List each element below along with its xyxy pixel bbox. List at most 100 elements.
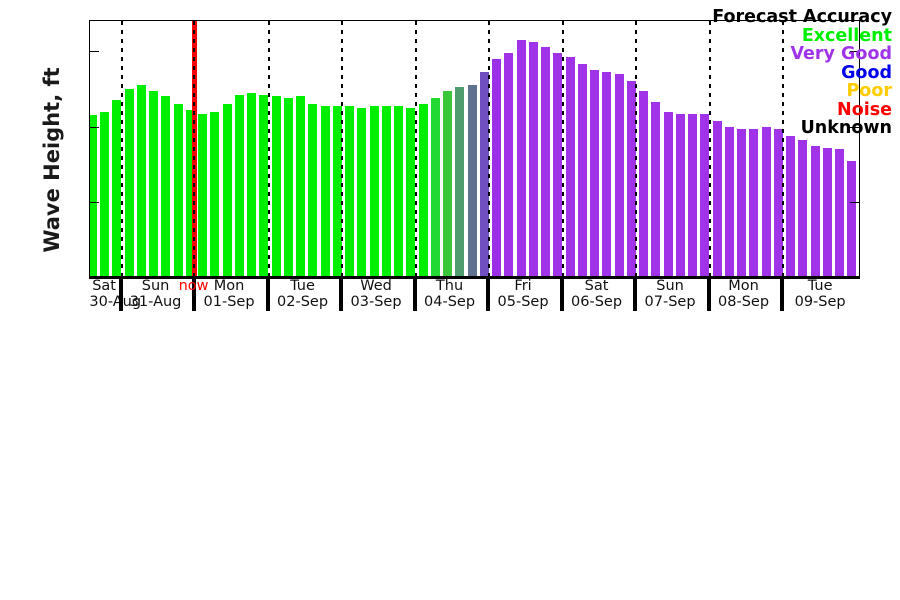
bar	[663, 111, 673, 276]
bar	[210, 111, 220, 276]
x-axis-day-of-week: Thu	[435, 278, 464, 294]
day-boundary-line	[414, 21, 417, 276]
day-boundary-line	[341, 21, 344, 276]
x-axis-day-label: Sun 07-Sep	[633, 278, 707, 310]
bar	[724, 126, 734, 276]
bar	[161, 96, 171, 276]
x-axis-day-of-week: Sun	[141, 278, 170, 294]
bar	[626, 81, 636, 276]
day-separator	[412, 277, 417, 311]
day-separator	[265, 277, 270, 311]
day-separator	[486, 277, 491, 311]
bar	[259, 94, 269, 276]
bar	[124, 88, 134, 276]
y-axis-tick	[90, 202, 99, 204]
x-axis-day-label: Mon 01-Sep	[192, 278, 266, 310]
x-axis-day-label: Sat 06-Sep	[560, 278, 634, 310]
bar	[541, 47, 551, 276]
bar	[357, 107, 367, 276]
bar	[149, 90, 159, 276]
x-axis-day-label: Thu 04-Sep	[413, 278, 487, 310]
bar	[406, 107, 416, 276]
x-axis-date: 07-Sep	[644, 294, 696, 311]
x-axis-day-label: Sat 30-Aug	[89, 278, 141, 310]
bar	[455, 87, 465, 276]
bar	[737, 128, 747, 276]
bar	[847, 160, 857, 276]
now-line-dots	[193, 21, 196, 276]
bar	[320, 105, 330, 276]
bar	[234, 94, 244, 276]
bar	[332, 105, 342, 276]
x-axis-date: 04-Sep	[424, 294, 476, 311]
day-separator	[706, 277, 711, 311]
bar	[247, 92, 257, 276]
bar	[675, 113, 685, 276]
x-axis-day-label: Mon 08-Sep	[707, 278, 781, 310]
bar	[173, 104, 183, 276]
x-axis-date: 06-Sep	[571, 294, 623, 311]
bar	[651, 102, 661, 276]
bar	[443, 90, 453, 276]
day-boundary-line	[708, 21, 711, 276]
y-axis-tick	[90, 126, 99, 128]
day-boundary-line	[267, 21, 270, 276]
x-axis-day-label: Tue 09-Sep	[780, 278, 860, 310]
now-marker-label: now	[178, 278, 209, 294]
bar	[516, 39, 526, 276]
bar	[773, 128, 783, 276]
bar	[822, 147, 832, 276]
bar	[136, 85, 146, 276]
bar	[761, 126, 771, 276]
day-separator	[192, 277, 197, 311]
x-axis-day-of-week: Wed	[360, 278, 392, 294]
day-boundary-line	[782, 21, 785, 276]
x-axis-date: 03-Sep	[350, 294, 402, 311]
x-axis-day-label: Tue 02-Sep	[266, 278, 340, 310]
day-boundary-line	[561, 21, 564, 276]
bar	[602, 71, 612, 276]
bar	[198, 113, 208, 276]
x-axis-day-of-week: Tue	[807, 278, 833, 294]
x-axis-day-label: Fri 05-Sep	[486, 278, 560, 310]
y-axis-tick	[850, 51, 859, 53]
x-axis-date: 02-Sep	[277, 294, 329, 311]
day-boundary-line	[120, 21, 123, 276]
bar	[479, 71, 489, 276]
bar	[296, 96, 306, 276]
y-axis-tick	[850, 202, 859, 204]
bar	[394, 105, 404, 276]
x-axis-baseline	[89, 277, 860, 279]
x-axis-day-of-week: Sun	[656, 278, 684, 294]
now-vertical-line	[191, 21, 197, 276]
y-axis-title: Wave Height, ft	[40, 67, 64, 253]
bar	[185, 109, 195, 276]
x-axis-day-label: Wed 03-Sep	[339, 278, 413, 310]
bar	[430, 98, 440, 276]
day-separator	[339, 277, 344, 311]
bar	[112, 100, 122, 276]
y-axis-tick	[90, 51, 99, 53]
bar	[712, 121, 722, 276]
day-separator	[780, 277, 785, 311]
x-axis-date: 01-Sep	[203, 294, 255, 311]
x-axis-date: 08-Sep	[718, 294, 770, 311]
bar	[700, 113, 710, 276]
x-axis-day-of-week: Mon	[213, 278, 245, 294]
x-axis-day-of-week: Sat	[584, 278, 609, 294]
x-axis-day-of-week: Mon	[728, 278, 759, 294]
bar	[749, 128, 759, 276]
bar	[369, 105, 379, 276]
bar	[492, 58, 502, 276]
bar	[614, 73, 624, 276]
x-axis-day-of-week: Tue	[290, 278, 315, 294]
x-axis-day-label: Sun 31-Aug	[119, 278, 193, 310]
bar	[504, 53, 514, 276]
plot-area	[89, 20, 860, 277]
bar	[688, 113, 698, 276]
bar	[271, 96, 281, 276]
x-axis-day-of-week: Fri	[514, 278, 532, 294]
bar	[639, 90, 649, 276]
bar	[418, 104, 428, 276]
